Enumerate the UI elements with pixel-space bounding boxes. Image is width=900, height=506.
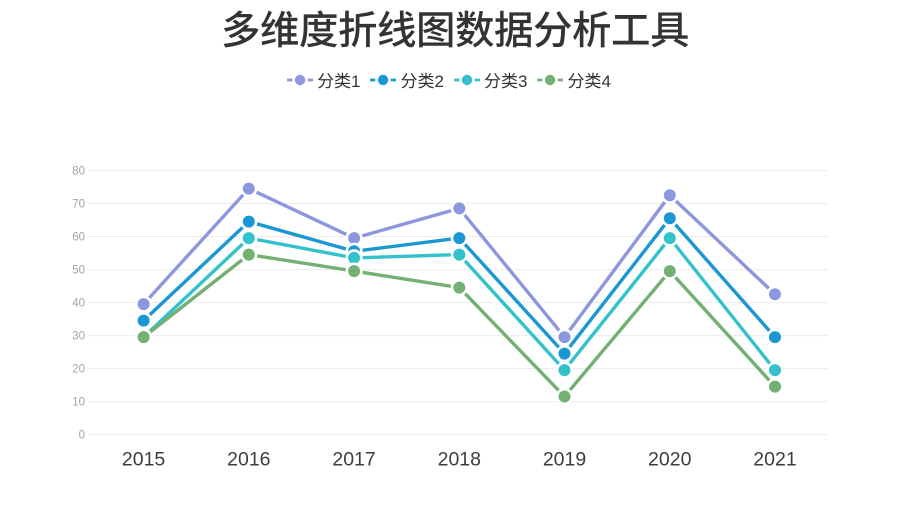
- legend-line-dot-icon: [370, 71, 397, 88]
- x-axis-tick-label: 2019: [543, 449, 586, 471]
- y-axis-tick-label: 40: [72, 298, 85, 310]
- legend-label-2: 分类2: [400, 67, 444, 92]
- legend-label-3: 分类3: [484, 67, 528, 92]
- y-axis-tick-label: 0: [79, 430, 85, 442]
- legend-item-1[interactable]: 分类1: [287, 67, 361, 92]
- legend: 分类1 分类2 分类3 分类4: [287, 68, 611, 91]
- series-1-point[interactable]: [661, 186, 679, 204]
- series-1-point[interactable]: [766, 285, 784, 303]
- x-axis-tick-label: 2018: [438, 449, 481, 471]
- series-4-point[interactable]: [766, 378, 784, 396]
- x-axis-tick-label: 2020: [648, 449, 692, 471]
- series-2-point[interactable]: [766, 328, 784, 346]
- chart-title: 多维度折线图数据分析工具: [221, 0, 690, 56]
- series-4-line: [141, 252, 777, 399]
- series-2-point[interactable]: [450, 229, 468, 247]
- x-axis-tick-label: 2017: [332, 449, 375, 471]
- y-axis-tick-label: 30: [72, 331, 85, 343]
- series-1-point[interactable]: [135, 295, 153, 313]
- series-4-point[interactable]: [345, 262, 363, 280]
- series-4-point[interactable]: [661, 262, 679, 280]
- legend-line-dot-icon: [537, 71, 564, 88]
- x-axis-tick-label: 2015: [122, 449, 166, 471]
- y-axis-tick-label: 10: [72, 397, 85, 409]
- y-axis-tick-label: 60: [72, 232, 85, 244]
- series-3-point[interactable]: [450, 246, 468, 264]
- legend-item-2[interactable]: 分类2: [370, 67, 444, 92]
- series-3-point[interactable]: [766, 361, 784, 379]
- y-axis-tick-label: 70: [72, 199, 85, 211]
- y-axis-tick-label: 20: [72, 364, 85, 376]
- legend-label-1: 分类1: [317, 67, 361, 92]
- series-3-point[interactable]: [240, 229, 258, 247]
- series-1-point[interactable]: [240, 180, 258, 198]
- legend-line-dot-icon: [287, 71, 314, 88]
- y-axis-tick-label: 80: [72, 166, 85, 178]
- series-3-point[interactable]: [555, 361, 574, 379]
- x-axis-tick-label: 2021: [753, 449, 796, 471]
- series-2-point[interactable]: [555, 345, 574, 363]
- legend-item-4[interactable]: 分类4: [537, 67, 611, 92]
- series-4-point[interactable]: [240, 246, 258, 264]
- legend-item-3[interactable]: 分类3: [454, 68, 527, 91]
- x-axis-tick-label: 2016: [227, 449, 270, 471]
- series-3-point[interactable]: [661, 229, 679, 247]
- series-2-point[interactable]: [661, 209, 679, 227]
- series-2-point[interactable]: [135, 312, 153, 330]
- series-2-point[interactable]: [240, 213, 258, 231]
- legend-line-dot-icon: [454, 71, 480, 88]
- series-4-point[interactable]: [450, 279, 468, 297]
- series-1-point[interactable]: [555, 328, 574, 346]
- series-4-point[interactable]: [555, 387, 574, 406]
- legend-label-4: 分类4: [567, 67, 611, 92]
- y-axis-tick-label: 50: [72, 265, 85, 277]
- series-1-point[interactable]: [450, 199, 468, 217]
- series-4-point[interactable]: [135, 328, 153, 346]
